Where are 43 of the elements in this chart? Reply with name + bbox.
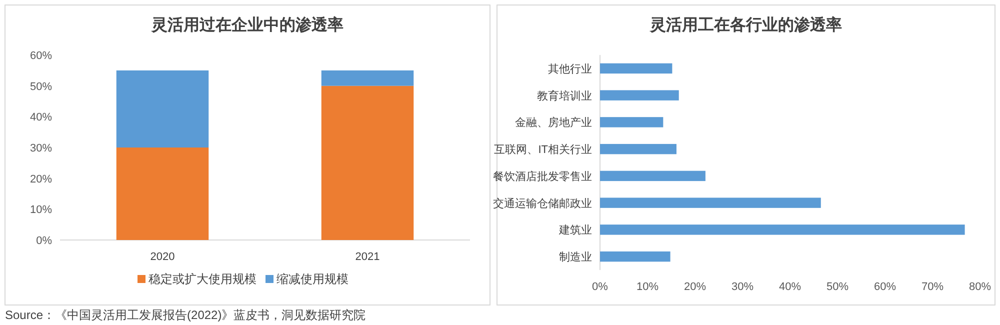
x-tick-label: 70% bbox=[921, 281, 944, 293]
bar bbox=[116, 70, 209, 148]
y-tick-label: 0% bbox=[36, 235, 52, 247]
bar bbox=[600, 90, 679, 100]
legend-label: 稳定或扩大使用规模 bbox=[148, 272, 256, 286]
legend-label: 缩减使用规模 bbox=[276, 272, 348, 286]
y-tick-label: 10% bbox=[30, 204, 52, 216]
chart-title: 灵活用过在企业中的渗透率 bbox=[150, 15, 344, 34]
y-tick-label: 50% bbox=[30, 80, 52, 93]
y-tick-label: 金融、房地产业 bbox=[515, 116, 592, 130]
x-tick-label: 2020 bbox=[150, 251, 175, 263]
bar bbox=[600, 170, 706, 182]
chart-title: 灵活用工在各行业的渗透率 bbox=[649, 15, 842, 34]
bar bbox=[600, 144, 676, 154]
y-tick-label: 60% bbox=[30, 50, 52, 62]
y-tick-label: 餐饮酒店批发零售业 bbox=[493, 170, 592, 183]
bar bbox=[600, 198, 821, 208]
bar bbox=[600, 63, 672, 74]
x-tick-label: 80% bbox=[968, 281, 992, 293]
bar bbox=[321, 86, 414, 240]
y-tick-label: 制造业 bbox=[559, 250, 592, 264]
x-tick-label: 50% bbox=[826, 281, 849, 293]
y-tick-label: 建筑业 bbox=[558, 224, 592, 237]
x-tick-label: 30% bbox=[731, 281, 754, 293]
x-tick-label: 0% bbox=[592, 281, 608, 293]
bar bbox=[600, 224, 965, 235]
bar bbox=[600, 251, 670, 262]
x-tick-label: 60% bbox=[874, 281, 896, 293]
bar bbox=[116, 148, 209, 240]
y-tick-label: 交通运输仓储邮政业 bbox=[493, 196, 592, 210]
x-tick-label: 10% bbox=[636, 281, 659, 293]
y-tick-label: 30% bbox=[30, 142, 52, 154]
bar bbox=[600, 117, 664, 128]
source-note: Source：《中国灵活用工发展报告(2022)》蓝皮书，洞见数据研究院 bbox=[5, 308, 366, 322]
y-tick-label: 教育培训业 bbox=[537, 89, 592, 102]
x-tick-label: 2021 bbox=[355, 251, 380, 263]
x-tick-label: 20% bbox=[684, 281, 706, 293]
x-tick-label: 40% bbox=[778, 281, 802, 293]
bar bbox=[321, 70, 414, 86]
y-tick-label: 40% bbox=[30, 112, 52, 124]
y-tick-label: 20% bbox=[30, 173, 52, 186]
y-tick-label: 其他行业 bbox=[548, 62, 592, 76]
y-tick-label: 互联网、IT相关行业 bbox=[494, 143, 592, 156]
